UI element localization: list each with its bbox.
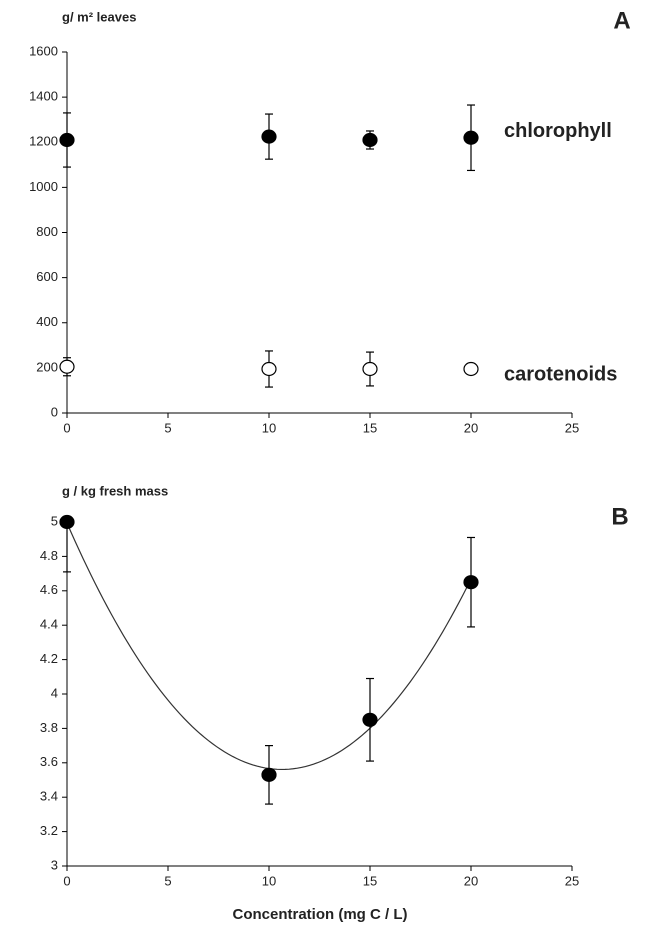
- y-tick-label: 4.8: [40, 548, 58, 563]
- y-tick-label: 3.2: [40, 823, 58, 838]
- y-tick-label: 3.6: [40, 754, 58, 769]
- y-tick-label: 1000: [29, 179, 58, 194]
- y-axis-label: g/ m² leaves: [62, 9, 136, 24]
- y-axis-label: g / kg fresh mass: [62, 483, 168, 498]
- y-tick-label: 4.6: [40, 582, 58, 597]
- marker: [59, 514, 75, 530]
- y-tick-label: 5: [51, 513, 58, 528]
- x-tick-label: 25: [565, 873, 579, 888]
- y-tick-label: 200: [36, 359, 58, 374]
- y-tick-label: 400: [36, 314, 58, 329]
- y-tick-label: 3.4: [40, 789, 58, 804]
- y-tick-label: 3.8: [40, 720, 58, 735]
- y-tick-label: 0: [51, 404, 58, 419]
- x-axis-label: Concentration (mg C / L): [233, 906, 408, 923]
- marker: [362, 132, 378, 148]
- marker: [261, 361, 277, 377]
- panel-label: A: [613, 7, 630, 34]
- series-label: chlorophyll: [504, 120, 612, 142]
- x-tick-label: 10: [262, 873, 276, 888]
- y-tick-label: 4.4: [40, 617, 58, 632]
- x-tick-label: 10: [262, 420, 276, 435]
- y-tick-label: 600: [36, 269, 58, 284]
- plot-area: [63, 104, 475, 388]
- x-tick-label: 20: [464, 873, 478, 888]
- marker: [362, 361, 378, 377]
- marker: [59, 132, 75, 148]
- plot-area: [63, 522, 475, 805]
- x-tick-label: 0: [63, 873, 70, 888]
- x-tick-label: 15: [363, 873, 377, 888]
- series-label: carotenoids: [504, 363, 617, 385]
- x-tick-label: 5: [164, 873, 171, 888]
- x-tick-label: 20: [464, 420, 478, 435]
- panel-label: B: [611, 503, 628, 530]
- marker: [261, 129, 277, 144]
- y-tick-label: 3: [51, 857, 58, 872]
- trend-line: [66, 522, 472, 771]
- x-tick-label: 5: [164, 420, 171, 435]
- y-tick-label: 1400: [29, 89, 58, 104]
- marker: [463, 130, 479, 145]
- y-tick-label: 1600: [29, 43, 58, 58]
- marker: [261, 767, 277, 782]
- x-tick-label: 0: [63, 420, 70, 435]
- y-tick-label: 1200: [29, 134, 58, 149]
- x-tick-label: 15: [363, 420, 377, 435]
- y-tick-label: 4: [51, 685, 58, 700]
- marker: [463, 575, 479, 590]
- x-tick-label: 25: [565, 420, 579, 435]
- y-tick-label: 800: [36, 224, 58, 239]
- marker: [362, 712, 378, 727]
- marker: [463, 361, 479, 377]
- error-bar: [63, 522, 71, 573]
- y-tick-label: 4.2: [40, 651, 58, 666]
- marker: [59, 359, 75, 374]
